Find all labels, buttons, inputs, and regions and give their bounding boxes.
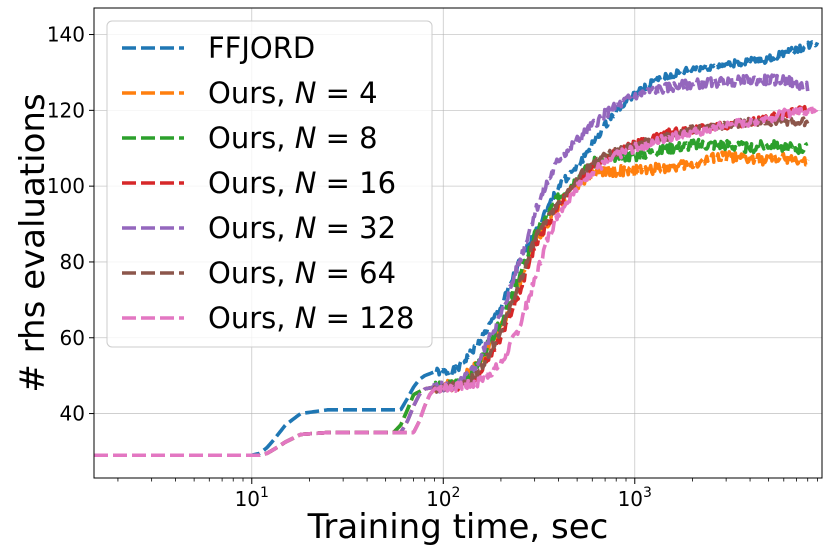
- x-tick-base: 10: [426, 487, 451, 511]
- legend-label-text: Ours,: [208, 256, 295, 290]
- y-tick-label: 40: [60, 402, 85, 426]
- x-tick-base: 10: [235, 487, 260, 511]
- legend-label: Ours, N = 64: [208, 256, 396, 290]
- legend-label-n-value: 32: [359, 211, 396, 245]
- legend-box: [106, 20, 433, 348]
- legend-label-n-value: 64: [359, 256, 396, 290]
- x-tick-exponent: 3: [643, 485, 652, 501]
- legend-label-equals: =: [316, 301, 359, 335]
- legend-label-equals: =: [316, 76, 359, 110]
- legend-label: Ours, N = 128: [208, 301, 415, 335]
- series-line-ours-n-128: [93, 103, 820, 458]
- series-group: [93, 40, 820, 458]
- x-tick-label: 102: [426, 485, 460, 511]
- legend-label-equals: =: [316, 256, 359, 290]
- legend-label-text: Ours,: [208, 211, 295, 245]
- legend-label-n-value: 4: [359, 76, 377, 110]
- legend-label-equals: =: [316, 211, 359, 245]
- x-tick-exponent: 1: [260, 485, 269, 501]
- y-tick-label: 120: [47, 98, 85, 122]
- legend-label-n-symbol: N: [295, 121, 317, 155]
- plot-frame: [93, 7, 823, 479]
- legend-label: FFJORD: [208, 31, 315, 65]
- legend-label-n-value: 128: [359, 301, 414, 335]
- x-axis-label: Training time, sec: [307, 507, 609, 547]
- legend-label-text: Ours,: [208, 301, 295, 335]
- legend-label-text: Ours,: [208, 121, 295, 155]
- y-tick-label: 140: [47, 23, 85, 47]
- x-tick-base: 10: [618, 487, 643, 511]
- legend-label: Ours, N = 16: [208, 166, 396, 200]
- legend-label-equals: =: [316, 121, 359, 155]
- legend-label-text: Ours,: [208, 76, 295, 110]
- x-tick-exponent: 2: [452, 485, 461, 501]
- legend-label: Ours, N = 8: [208, 121, 378, 155]
- legend-label-n-value: 8: [359, 121, 377, 155]
- legend-label-n-symbol: N: [295, 256, 317, 290]
- legend-label: Ours, N = 32: [208, 211, 396, 245]
- y-axis-label: # rhs evaluations: [13, 93, 53, 392]
- legend-label-equals: =: [316, 166, 359, 200]
- legend-label-n-symbol: N: [295, 301, 317, 335]
- legend-label-n-symbol: N: [295, 76, 317, 110]
- legend-label-text: Ours,: [208, 166, 295, 200]
- y-tick-label: 80: [60, 250, 85, 274]
- legend-label: Ours, N = 4: [208, 76, 378, 110]
- legend-label-n-symbol: N: [295, 211, 317, 245]
- y-tick-label: 100: [47, 174, 85, 198]
- x-tick-label: 103: [618, 485, 652, 511]
- x-tick-label: 101: [235, 485, 269, 511]
- legend-label-text: FFJORD: [208, 31, 315, 65]
- y-tick-label: 60: [60, 326, 85, 350]
- legend-label-n-symbol: N: [295, 166, 317, 200]
- legend-label-n-value: 16: [359, 166, 396, 200]
